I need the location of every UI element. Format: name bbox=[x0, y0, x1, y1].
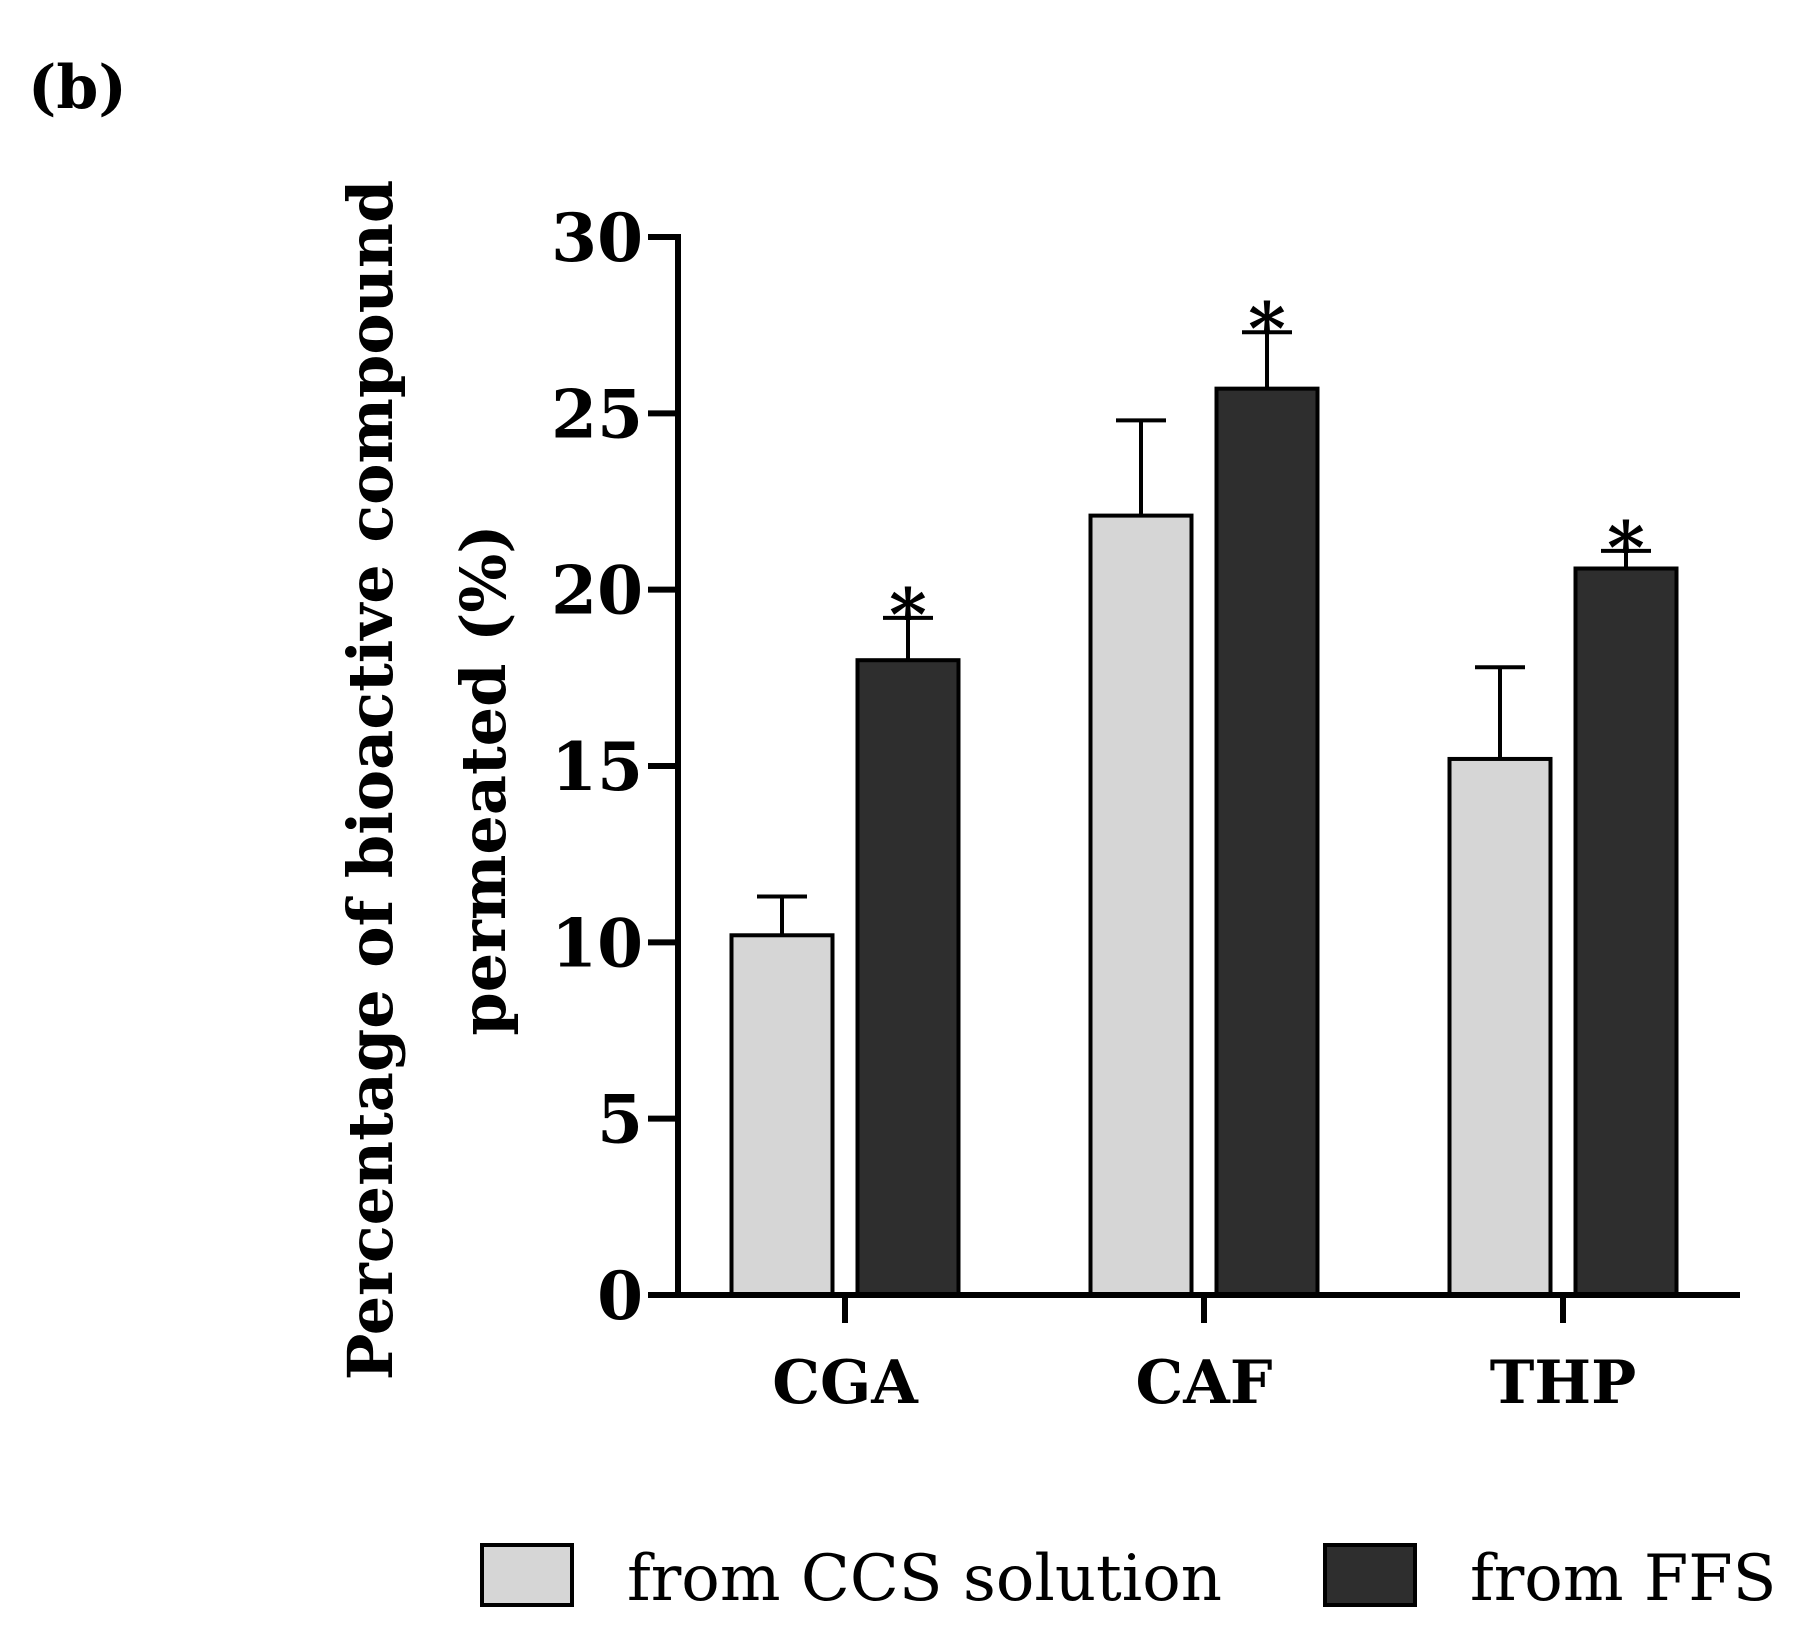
y-axis-title-line-1: Percentage of bioactive compound bbox=[334, 180, 407, 1381]
y-tick-label-25: 25 bbox=[551, 375, 643, 453]
legend-swatch-series-1 bbox=[480, 1543, 574, 1607]
bar-cga-series-1 bbox=[729, 933, 835, 1298]
y-tick-label-15: 15 bbox=[551, 728, 643, 806]
legend-label-series-1: from CCS solution bbox=[627, 1542, 1222, 1616]
legend: from CCS solution from FFS bbox=[480, 1542, 1777, 1616]
significance-marker-cga: * bbox=[889, 572, 927, 657]
significance-marker-thp: * bbox=[1607, 505, 1645, 590]
bar-thp-series-1 bbox=[1447, 756, 1553, 1297]
bar-caf-series-2 bbox=[1214, 386, 1320, 1297]
panel-label: (b) bbox=[28, 53, 127, 123]
x-tick-label-thp: THP bbox=[1490, 1348, 1636, 1418]
bar-caf-series-1 bbox=[1088, 513, 1194, 1297]
axes-layer: 0 5 10 15 20 25 30 CGA CAF THP bbox=[551, 199, 1740, 1418]
y-tick-label-10: 10 bbox=[551, 904, 643, 982]
legend-label-series-2: from FFS bbox=[1470, 1542, 1777, 1616]
bars-layer: * * * bbox=[729, 286, 1679, 1298]
y-tick-label-20: 20 bbox=[551, 552, 643, 630]
x-tick-label-caf: CAF bbox=[1136, 1348, 1273, 1418]
legend-swatch-series-2 bbox=[1323, 1543, 1417, 1607]
bar-thp-series-2 bbox=[1573, 566, 1679, 1297]
bar-cga-series-2 bbox=[855, 658, 961, 1297]
x-tick-label-cga: CGA bbox=[772, 1348, 919, 1418]
significance-marker-caf: * bbox=[1248, 286, 1286, 371]
y-tick-label-5: 5 bbox=[597, 1081, 643, 1159]
y-tick-label-0: 0 bbox=[597, 1257, 643, 1335]
y-axis-title: Percentage of bioactive compound permeat… bbox=[334, 180, 520, 1381]
y-tick-label-30: 30 bbox=[551, 199, 643, 277]
y-axis-title-line-2: permeated (%) bbox=[447, 524, 520, 1035]
